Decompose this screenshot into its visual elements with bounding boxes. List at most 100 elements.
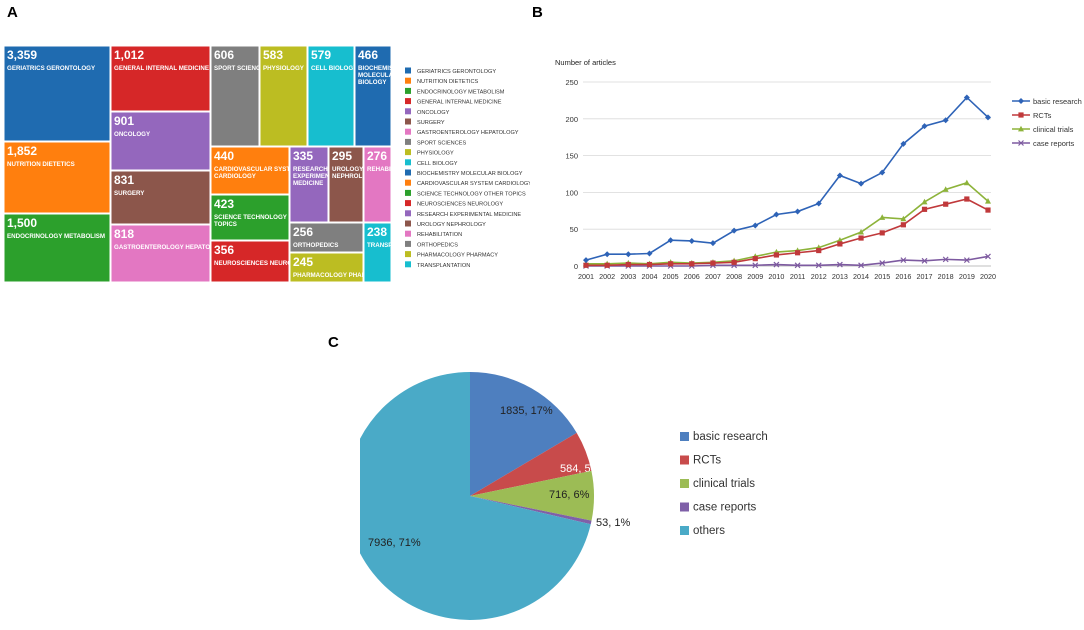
legend-swatch [405,87,411,94]
data-point-case-reports [815,262,822,269]
data-point-case-reports [921,257,928,264]
tile-label-sport-sciences: SPORT SCIENCES [214,65,269,72]
treemap-legend-item-pharmacology-pharmacy: PHARMACOLOGY PHARMACY [405,251,498,259]
tile-value-geriatrics-gerontology: 3,359 [7,48,37,62]
tile-label-cardiovascular-system-cardiology: CARDIOVASCULAR SYSTEM [214,166,299,173]
pie-label-basic-research: 1835, 17% [500,405,553,417]
tile-rect-geriatrics-gerontology [3,45,111,142]
tile-value-nutrition-dietetics: 1,852 [7,144,37,158]
line-legend-item-rcts: RCTs [1012,111,1052,120]
x-tick-label: 2019 [959,272,975,281]
legend-label: ONCOLOGY [417,110,450,116]
treemap-legend-item-physiology: PHYSIOLOGY [405,149,454,157]
data-point-basic-research [667,237,674,244]
data-point-rcts [646,261,653,268]
data-point-case-reports [858,262,864,269]
data-point-case-reports [985,253,991,260]
data-point-rcts [943,201,949,207]
legend-swatch [405,77,411,84]
pie-wedge-case-reports [470,496,592,525]
legend-label: NUTRITION DIETETICS [417,79,478,85]
tile-rect-surgery [110,170,211,225]
data-point-case-reports [794,262,801,269]
data-point-rcts [816,247,822,254]
tile-rect-science-technology-other-topics [210,194,290,241]
line-chart: Number of articles 0 50 100 150 200 250 2001 200… [555,58,1082,281]
tile-rect-cardiovascular-system-cardiology [210,146,290,195]
data-point-rcts [604,262,610,268]
tile-value-general-internal-medicine: 1,012 [114,48,144,62]
data-point-rcts [668,261,674,267]
pie-label-clinical-trials: 716, 6% [549,489,590,501]
legend-label: ENDOCRINOLOGY METABOLISM [417,89,505,95]
legend-swatch [680,479,689,488]
data-point-rcts [583,262,589,268]
pie-legend-item-basic-research: basic research [680,431,768,443]
data-point-basic-research [815,200,822,207]
tile-label-cardiovascular-system-cardiology: CARDIOLOGY [214,173,257,180]
legend-marker [1018,112,1024,118]
data-point-basic-research [604,251,611,258]
legend-marker [1018,140,1024,146]
legend-marker [1018,125,1024,132]
tile-label-research-experimental-medicine: RESEARCH [293,166,328,173]
data-point-clinical-trials [836,237,843,243]
legend-swatch [405,200,411,207]
data-point-clinical-trials [921,198,928,205]
tile-rehabilitation: 276 REHABILITATION [363,146,419,223]
x-tick-label: 2016 [895,272,911,281]
x-tick-label: 2015 [874,272,890,281]
treemap-legend-item-cell-biology: CELL BIOLOGY [405,159,458,167]
legend-label: SCIENCE TECHNOLOGY OTHER TOPICS [417,191,526,197]
legend-swatch [405,159,411,166]
treemap-legend-item-research-experimental-medicine: RESEARCH EXPERIMENTAL MEDICINE [405,210,521,218]
treemap-legend-item-science-technology-other-topics: SCIENCE TECHNOLOGY OTHER TOPICS [405,189,526,197]
data-point-clinical-trials [963,179,970,186]
treemap-legend-item-transplantation: TRANSPLANTATION [405,261,470,269]
data-point-case-reports [942,256,949,263]
tile-rect-urology-nephrology [328,146,364,223]
tile-label-urology-nephrology: NEPHROLOG [332,173,372,180]
tile-label-research-experimental-medicine: MEDICINE [293,180,323,187]
tile-label-neurosciences-neurology: NEUROSCIENCES NEUROLOGY [214,260,310,267]
tile-value-orthopedics: 256 [293,225,313,239]
tile-label-science-technology-other-topics: SCIENCE TECHNOLOGY OTH [214,214,302,221]
data-point-rcts [900,222,906,228]
data-point-case-reports [773,261,780,268]
tile-label-rehabilitation: REHABILITATION [367,166,419,173]
pie-wedge-rcts [470,432,592,496]
data-point-rcts [858,235,864,241]
legend-label: PHARMACOLOGY PHARMACY [417,253,498,259]
x-tick-label: 2008 [726,272,742,281]
tile-neurosciences-neurology: 356 NEUROSCIENCES NEUROLOGY [210,240,310,283]
tile-label-cell-biology: CELL BIOLOGY [311,65,358,72]
tile-rect-cell-biology [307,45,355,147]
tile-rect-oncology [110,111,211,171]
legend-label: case reports [1033,139,1075,148]
tile-label-endocrinology-metabolism: ENDOCRINOLOGY METABOLISM [7,233,105,240]
data-point-rcts [689,261,695,267]
data-point-rcts [731,259,737,265]
tile-rect-general-internal-medicine [110,45,211,112]
data-point-clinical-trials [858,228,865,235]
data-point-rcts [879,230,885,236]
tile-value-sport-sciences: 606 [214,48,234,62]
pie-slice-case-reports: 53, 1% [470,496,630,529]
x-tick-label: 2010 [768,272,784,281]
tile-label-oncology: ONCOLOGY [114,131,151,138]
tile-label-biochemistry-molecular-biology: BIOLOGY [358,79,387,86]
data-point-basic-research [879,169,886,176]
tile-rect-pharmacology-pharmacy [289,252,364,283]
data-point-basic-research [836,172,843,179]
series-rcts [583,196,991,268]
x-tick-label: 2004 [641,272,657,281]
tile-value-oncology: 901 [114,114,134,128]
data-point-basic-research [794,208,801,215]
tile-label-science-technology-other-topics: TOPICS [214,221,237,228]
legend-swatch [405,138,411,145]
pie-wedge-clinical-trials [470,470,594,521]
tile-transplantation: 238 TRANSPLANTATION [363,222,392,283]
tile-rect-gastroenterology-hepatology [110,224,211,283]
data-point-rcts [752,256,758,262]
data-point-case-reports [752,262,759,269]
